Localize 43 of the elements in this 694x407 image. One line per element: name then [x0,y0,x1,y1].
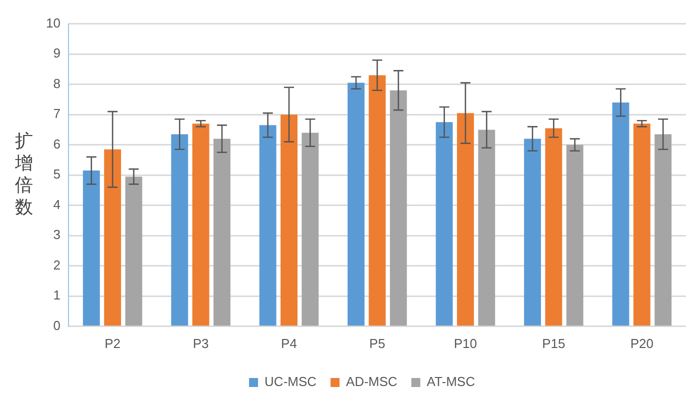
bar [82,170,100,326]
x-tick-label: P4 [281,336,297,351]
x-tick-label: P3 [192,336,209,351]
bar [456,113,474,326]
y-tick-label: 3 [53,227,60,242]
y-tick-label: 0 [53,318,60,333]
bar [545,128,562,326]
bar [280,114,298,326]
x-tick-label: P20 [630,336,654,351]
y-tick-label: 2 [53,257,60,272]
y-tick-label: 5 [53,166,60,182]
bar [654,134,672,326]
bar [348,82,365,326]
y-tick-label: 4 [53,196,60,212]
bar [302,132,319,326]
bar [125,176,142,326]
bar [368,75,386,326]
legend-label: AD-MSC [346,374,398,390]
bar [633,124,650,326]
x-tick-label: P2 [104,336,121,351]
legend-label: UC-MSC [264,374,317,390]
y-tick-label: 7 [53,106,60,122]
bar [192,124,210,326]
x-tick-label: P15 [542,336,566,351]
y-tick-label: 1 [53,288,60,303]
bar [171,134,188,326]
bar [612,102,630,326]
bar [213,138,230,326]
bar [390,90,407,326]
bar [259,125,276,326]
bar [478,130,496,326]
y-axis-title: 扩增倍数 [14,131,33,218]
y-tick-label: 9 [53,46,60,61]
bar [524,138,541,326]
x-tick-label: P10 [454,336,478,351]
y-tick-label: 8 [53,76,60,91]
bar [566,144,584,326]
bar [436,122,453,326]
y-tick-label: 6 [53,136,60,152]
legend-label: AT-MSC [426,374,475,390]
bar [104,149,122,326]
y-tick-label: 10 [46,15,60,30]
x-tick-label: P5 [369,336,386,351]
